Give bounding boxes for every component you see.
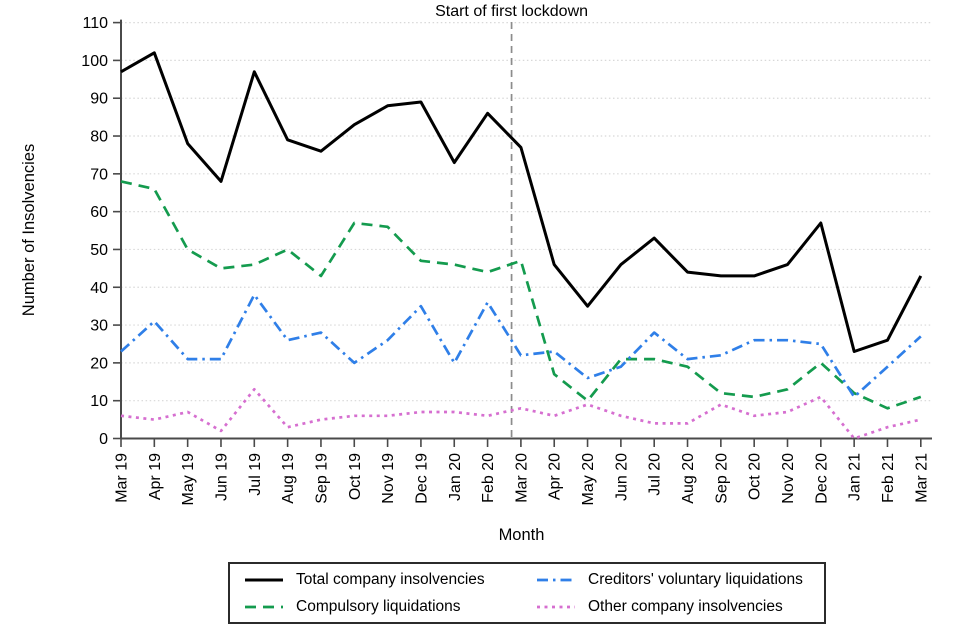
x-tick-label: Jul 19 xyxy=(247,453,264,496)
series-line-creditors-voluntary-liquidations xyxy=(120,293,922,399)
x-tick-label: Jun 20 xyxy=(613,453,630,501)
y-tick-label: 40 xyxy=(90,280,108,297)
y-tick-label: 110 xyxy=(82,15,108,32)
x-tick-label: Feb 20 xyxy=(480,453,497,503)
x-tick-label: Jan 21 xyxy=(847,453,864,501)
legend-label: Other company insolvencies xyxy=(588,597,783,615)
x-tick-label: Nov 19 xyxy=(380,453,397,504)
x-tick-label: Jul 20 xyxy=(647,453,664,496)
x-tick-label: Mar 19 xyxy=(114,453,131,503)
x-tick-label: Jan 20 xyxy=(447,453,464,501)
x-tick-label: Aug 20 xyxy=(680,453,697,504)
x-axis-title: Month xyxy=(499,526,545,544)
lockdown-label: Start of first lockdown xyxy=(435,3,588,20)
x-tick-label: Dec 19 xyxy=(413,453,430,504)
x-tick-label: Apr 19 xyxy=(147,453,164,500)
legend-label: Total company insolvencies xyxy=(296,570,485,588)
y-tick-label: 70 xyxy=(90,166,108,183)
legend-item-compulsory-liquidations: Compulsory liquidations xyxy=(238,598,530,616)
legend: Total company insolvencies Creditors' vol… xyxy=(228,562,826,624)
y-tick-label: 50 xyxy=(90,242,108,259)
x-tick-label: Jun 19 xyxy=(213,453,230,501)
x-tick-label: Aug 19 xyxy=(280,453,297,504)
legend-item-creditors-voluntary-liquidations: Creditors' voluntary liquidations xyxy=(530,571,822,589)
legend-item-total-company-insolvencies: Total company insolvencies xyxy=(238,571,530,589)
y-tick-label: 100 xyxy=(81,53,108,70)
y-tick-label: 0 xyxy=(99,431,108,448)
insolvencies-chart: 0 10 20 30 40 50 60 70 80 90 100 110 Mar 19 Apr 19 May… xyxy=(20,3,932,544)
y-tick-label: 10 xyxy=(90,393,108,410)
legend-line-sample-creditors-voluntary-liquidations xyxy=(537,578,575,581)
legend-line-sample-compulsory-liquidations xyxy=(245,605,283,608)
x-tick-label: May 20 xyxy=(580,453,597,506)
y-tick-label: 30 xyxy=(90,318,108,335)
x-tick-label: Mar 21 xyxy=(913,453,930,503)
x-tick-label: Feb 21 xyxy=(880,453,897,503)
series-line-compulsory-liquidations xyxy=(120,180,922,410)
x-tick-label: Oct 19 xyxy=(347,453,364,500)
y-tick-label: 80 xyxy=(90,129,108,146)
y-axis-title: Number of Insolvencies xyxy=(20,144,38,316)
legend-label: Compulsory liquidations xyxy=(296,597,461,615)
series-line-total-company-insolvencies xyxy=(120,51,923,353)
x-tick-label: Mar 20 xyxy=(513,453,530,503)
x-tick-label: Nov 20 xyxy=(780,453,797,504)
legend-item-other-company-insolvencies: Other company insolvencies xyxy=(530,598,822,616)
y-tick-label: 90 xyxy=(90,91,108,108)
y-tick-label: 20 xyxy=(90,355,108,372)
x-tick-label: Sep 19 xyxy=(313,453,330,504)
x-tick-label: Oct 20 xyxy=(747,453,764,500)
chart-canvas: 0 10 20 30 40 50 60 70 80 90 100 110 Mar 19 Apr 19 May… xyxy=(20,3,932,544)
y-tick-label: 60 xyxy=(90,204,108,221)
legend-line-sample-other-company-insolvencies xyxy=(537,605,575,608)
x-tick-label: Sep 20 xyxy=(713,453,730,504)
legend-label: Creditors' voluntary liquidations xyxy=(588,570,803,588)
series-line-other-company-insolvencies xyxy=(120,387,922,440)
x-tick-label: Apr 20 xyxy=(547,453,564,500)
legend-line-sample-total-company-insolvencies xyxy=(245,578,283,581)
x-tick-label: Dec 20 xyxy=(813,453,830,504)
x-tick-label: May 19 xyxy=(180,453,197,506)
